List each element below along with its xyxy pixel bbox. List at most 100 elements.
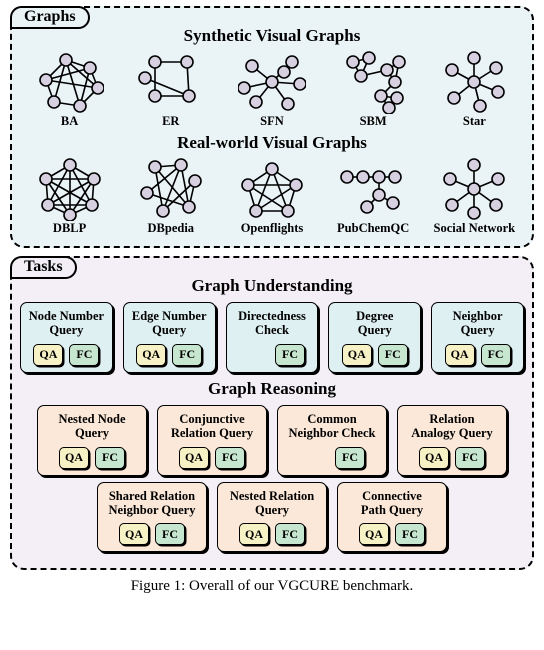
graph-sbm-svg [339, 48, 407, 114]
understanding-card-2-title: DirectednessCheck [238, 309, 306, 338]
understanding-card-0: Node NumberQuery QA FC [20, 302, 113, 373]
reasoning-card-2: CommonNeighbor CheckQAFC [277, 405, 387, 476]
qa-badge: QA [59, 447, 89, 469]
qa-badge: QA [445, 344, 475, 366]
reasoning-card-1-title: Nested RelationQuery [230, 489, 314, 518]
reasoning-title: Graph Reasoning [20, 379, 524, 399]
reasoning-row-2: Shared RelationNeighbor QueryQAFCNested … [20, 482, 524, 553]
fc-badge: FC [395, 523, 425, 545]
reasoning-card-0-badges: QA FC [119, 523, 185, 545]
graph-ba-svg [36, 48, 104, 114]
understanding-card-4-badges: QA FC [445, 344, 511, 366]
qa-badge: QA [359, 523, 389, 545]
synth-graph-er: ER [123, 48, 219, 129]
fc-badge: FC [69, 344, 99, 366]
understanding-row: Node NumberQueryQAFCEdge NumberQueryQAFC… [20, 302, 524, 373]
understanding-card-4-title: NeighborQuery [453, 309, 503, 338]
real-graph-social-label: Social Network [434, 221, 516, 236]
synth-graph-star-label: Star [463, 114, 486, 129]
synth-graph-star: Star [426, 48, 522, 129]
reasoning-card-0-badges: QA FC [59, 447, 125, 469]
synth-graph-er-label: ER [162, 114, 179, 129]
figure-caption: Figure 1: Overall of our VGCURE benchmar… [10, 578, 534, 595]
fc-badge: FC [275, 523, 305, 545]
reasoning-card-1-title: ConjunctiveRelation Query [171, 412, 253, 441]
qa-badge: QA [33, 344, 63, 366]
graph-dbpedia-svg [137, 155, 205, 221]
fc-badge: FC [378, 344, 408, 366]
graph-pubchem-svg [339, 155, 407, 221]
reasoning-card-1-badges: QA FC [179, 447, 245, 469]
understanding-card-3-title: DegreeQuery [356, 309, 393, 338]
reasoning-card-0: Nested NodeQuery QA FC [37, 405, 147, 476]
reasoning-row-1: Nested NodeQueryQAFCConjunctiveRelation … [20, 405, 524, 476]
reasoning-card-2-badges: QAFC [299, 447, 365, 469]
graph-er-svg [137, 48, 205, 114]
understanding-card-3: DegreeQuery QA FC [328, 302, 421, 373]
reasoning-card-3: RelationAnalogy Query QA FC [397, 405, 507, 476]
fc-badge: FC [215, 447, 245, 469]
reasoning-card-0: Shared RelationNeighbor Query QA FC [97, 482, 207, 553]
qa-badge: QA [419, 447, 449, 469]
synth-graph-ba: BA [22, 48, 118, 129]
understanding-card-0-badges: QA FC [33, 344, 99, 366]
graph-social-svg [440, 155, 508, 221]
real-graph-dblp: DBLP [22, 155, 118, 236]
real-graph-dbpedia-label: DBpedia [148, 221, 195, 236]
understanding-card-1: Edge NumberQuery QA FC [123, 302, 216, 373]
fc-badge: FC [335, 447, 365, 469]
graphs-tab: Graphs [10, 6, 90, 29]
real-graph-social: Social Network [426, 155, 522, 236]
reasoning-card-2: ConnectivePath Query QA FC [337, 482, 447, 553]
understanding-title: Graph Understanding [20, 276, 524, 296]
reasoning-card-1: ConjunctiveRelation Query QA FC [157, 405, 267, 476]
synth-graph-sbm-label: SBM [360, 114, 387, 129]
qa-badge: QA [239, 523, 269, 545]
synthetic-title: Synthetic Visual Graphs [20, 26, 524, 46]
understanding-card-3-badges: QA FC [342, 344, 408, 366]
fc-badge: FC [455, 447, 485, 469]
synth-graph-sfn: SFN [224, 48, 320, 129]
synthetic-row: BA ER SFN SBM Star [20, 48, 524, 129]
qa-badge: QA [179, 447, 209, 469]
reasoning-card-0-title: Nested NodeQuery [58, 412, 125, 441]
reasoning-card-1: Nested RelationQuery QA FC [217, 482, 327, 553]
fc-badge: FC [172, 344, 202, 366]
understanding-card-0-title: Node NumberQuery [29, 309, 104, 338]
understanding-card-1-badges: QA FC [136, 344, 202, 366]
tasks-tab: Tasks [10, 256, 77, 279]
tasks-panel: Tasks Graph Understanding Node NumberQue… [10, 256, 534, 570]
real-graph-openfl: Openflights [224, 155, 320, 236]
understanding-card-2: DirectednessCheck QAFC [226, 302, 319, 373]
real-graph-dblp-label: DBLP [53, 221, 86, 236]
graph-openfl-svg [238, 155, 306, 221]
reasoning-card-3-title: RelationAnalogy Query [411, 412, 493, 441]
qa-badge: QA [342, 344, 372, 366]
fc-badge: FC [95, 447, 125, 469]
real-graph-pubchem-label: PubChemQC [337, 221, 409, 236]
fc-badge: FC [275, 344, 305, 366]
qa-badge: QA [136, 344, 166, 366]
reasoning-card-2-badges: QA FC [359, 523, 425, 545]
fc-badge: FC [155, 523, 185, 545]
reasoning-card-0-title: Shared RelationNeighbor Query [109, 489, 196, 518]
synth-graph-ba-label: BA [61, 114, 78, 129]
reasoning-card-1-badges: QA FC [239, 523, 305, 545]
graphs-panel: Graphs Synthetic Visual Graphs BA ER SFN SB… [10, 6, 534, 248]
realworld-title: Real-world Visual Graphs [20, 133, 524, 153]
understanding-card-2-badges: QAFC [239, 344, 305, 366]
graph-sfn-svg [238, 48, 306, 114]
reasoning-card-3-badges: QA FC [419, 447, 485, 469]
realworld-row: DBLP DBpedia Openflights PubChemQC Social Ne… [20, 155, 524, 236]
graph-dblp-svg [36, 155, 104, 221]
understanding-card-1-title: Edge NumberQuery [132, 309, 207, 338]
reasoning-card-2-title: ConnectivePath Query [361, 489, 423, 518]
qa-badge: QA [119, 523, 149, 545]
synth-graph-sfn-label: SFN [260, 114, 284, 129]
real-graph-openfl-label: Openflights [241, 221, 304, 236]
synth-graph-sbm: SBM [325, 48, 421, 129]
graph-star-svg [440, 48, 508, 114]
understanding-card-4: NeighborQuery QA FC [431, 302, 524, 373]
real-graph-dbpedia: DBpedia [123, 155, 219, 236]
fc-badge: FC [481, 344, 511, 366]
